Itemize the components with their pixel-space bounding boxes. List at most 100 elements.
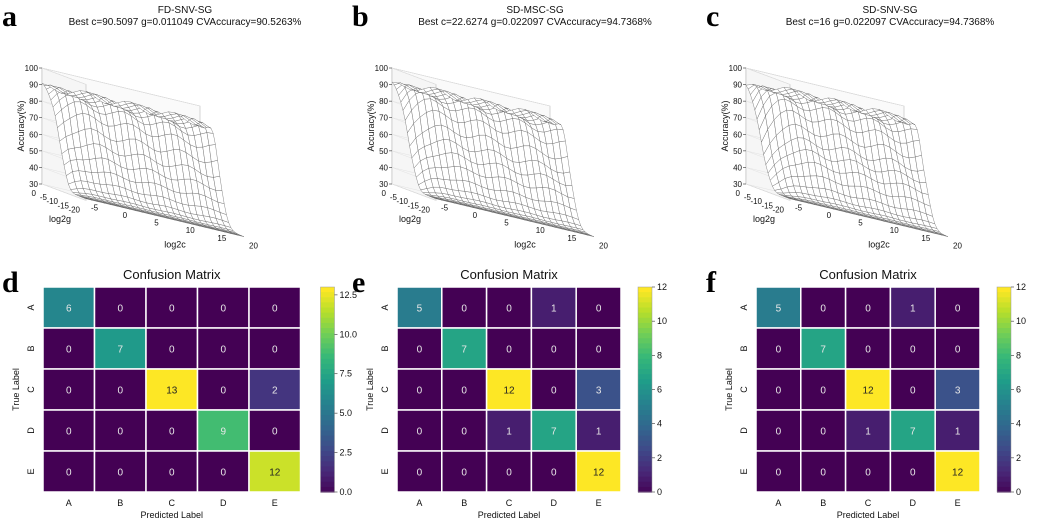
matrix-title: Confusion Matrix: [123, 267, 221, 282]
colorbar-segment: [997, 328, 1011, 334]
cell-value: 0: [865, 345, 871, 356]
matrix-cell: [800, 286, 847, 329]
matrix-cell: [575, 368, 622, 411]
matrix-cell: [42, 450, 96, 493]
y-tick-label: -5: [744, 193, 752, 202]
cell-value: 0: [117, 468, 123, 479]
y-tick-label: B: [739, 345, 749, 351]
cell-value: 0: [776, 345, 782, 356]
colorbar-segment: [638, 415, 652, 421]
matrix-cell: [755, 409, 802, 452]
colorbar-segment: [997, 471, 1011, 478]
x-tick-label: B: [461, 498, 467, 508]
cell-value: 0: [910, 345, 916, 356]
colorbar-segment: [997, 466, 1011, 473]
colorbar-segment: [320, 307, 335, 314]
colorbar-segment: [320, 445, 335, 452]
colorbar-segment: [320, 404, 335, 411]
cell-value: 0: [820, 427, 826, 438]
cell-value: 0: [865, 304, 871, 315]
x-axis-label: log2c: [868, 239, 890, 249]
grid-line: [745, 183, 791, 201]
colorbar-segment: [638, 430, 652, 437]
cell-value: 7: [820, 345, 826, 356]
colorbar-segment: [997, 389, 1011, 396]
z-tick-label: 70: [29, 114, 38, 123]
matrix-cell: [889, 450, 936, 493]
colorbar-tick-label: 10: [657, 316, 667, 326]
colorbar-segment: [997, 302, 1011, 309]
colorbar-segment: [997, 399, 1011, 406]
z-tick-label: 60: [379, 130, 388, 139]
matrix-cell: [485, 327, 533, 370]
colorbar-segment: [997, 333, 1011, 339]
z-tick-label: 80: [733, 97, 742, 106]
x-tick-label: D: [220, 498, 227, 508]
x-tick-label: 5: [858, 219, 863, 228]
cell-value: 0: [272, 427, 278, 438]
z-tick-label: 40: [29, 163, 38, 172]
colorbar-segment: [320, 410, 335, 416]
matrix-cell: [441, 409, 488, 452]
surface-subtitle: Best c=16 g=0.022097 CVAccuracy=94.7368%: [785, 17, 995, 28]
cell-value: 0: [596, 304, 602, 315]
matrix-cell: [441, 286, 488, 329]
cell-value: 0: [117, 304, 123, 315]
x-tick-label: 20: [249, 241, 258, 250]
x-tick-label: B: [117, 498, 123, 508]
z-tick-label: 50: [379, 147, 388, 156]
colorbar-segment: [320, 348, 335, 355]
colorbar-segment: [320, 302, 335, 309]
x-tick-label: -5: [441, 203, 449, 212]
x-axis-label: log2c: [514, 239, 536, 249]
y-tick-label: B: [26, 345, 36, 351]
y-tick-label: B: [380, 345, 390, 351]
colorbar-tick-label: 12.5: [340, 290, 358, 300]
cell-value: 0: [117, 386, 123, 397]
colorbar-segment: [997, 430, 1011, 437]
z-tick-label: 70: [379, 114, 388, 123]
cell-value: 13: [166, 386, 178, 397]
cell-value: 0: [117, 427, 123, 438]
matrix-cell: [93, 327, 147, 370]
y-tick-label: E: [739, 468, 749, 474]
colorbar-segment: [997, 374, 1011, 380]
colorbar-segment: [638, 456, 652, 462]
matrix-title: Confusion Matrix: [819, 267, 917, 282]
colorbar-segment: [320, 317, 335, 324]
y-tick-label: A: [739, 304, 749, 310]
surface-plot-b: 30405060708090100Accuracy(%)-505101520lo…: [366, 64, 608, 250]
colorbar-segment: [638, 384, 652, 391]
surface-title-block-a: FD-SNV-SG Best c=90.5097 g=0.011049 CVAc…: [35, 5, 335, 29]
cell-value: 1: [551, 304, 557, 315]
x-tick-label: 10: [890, 226, 899, 235]
colorbar-segment: [997, 420, 1011, 426]
matrix-cell: [889, 368, 936, 411]
y-tick-label: A: [26, 304, 36, 310]
z-tick-label: 90: [733, 81, 742, 90]
colorbar-segment: [638, 338, 652, 344]
matrix-cell: [844, 409, 892, 452]
matrix-cell: [755, 450, 802, 493]
colorbar-segment: [997, 476, 1011, 483]
cell-value: 0: [551, 468, 557, 479]
cell-value: 0: [417, 345, 423, 356]
grid-line: [41, 67, 87, 85]
x-axis-label: Predicted Label: [837, 510, 900, 520]
colorbar-segment: [997, 353, 1011, 360]
colorbar-tick-label: 6: [1016, 385, 1021, 395]
surface-plot-a: 30405060708090100Accuracy(%)-505101520lo…: [16, 64, 258, 250]
surface-title: SD-MSC-SG: [506, 5, 564, 16]
colorbar-segment: [638, 486, 652, 493]
colorbar-segment: [320, 456, 335, 462]
x-tick-label: A: [775, 498, 781, 508]
x-tick-label: 20: [953, 241, 962, 250]
colorbar-segment: [638, 394, 652, 401]
colorbar-segment: [997, 461, 1011, 467]
colorbar-segment: [320, 358, 335, 365]
matrix-cell: [575, 327, 622, 370]
matrix-cell: [248, 327, 302, 370]
cell-value: 0: [955, 304, 961, 315]
z-tick-label: 100: [25, 64, 39, 73]
colorbar-segment: [638, 297, 652, 303]
